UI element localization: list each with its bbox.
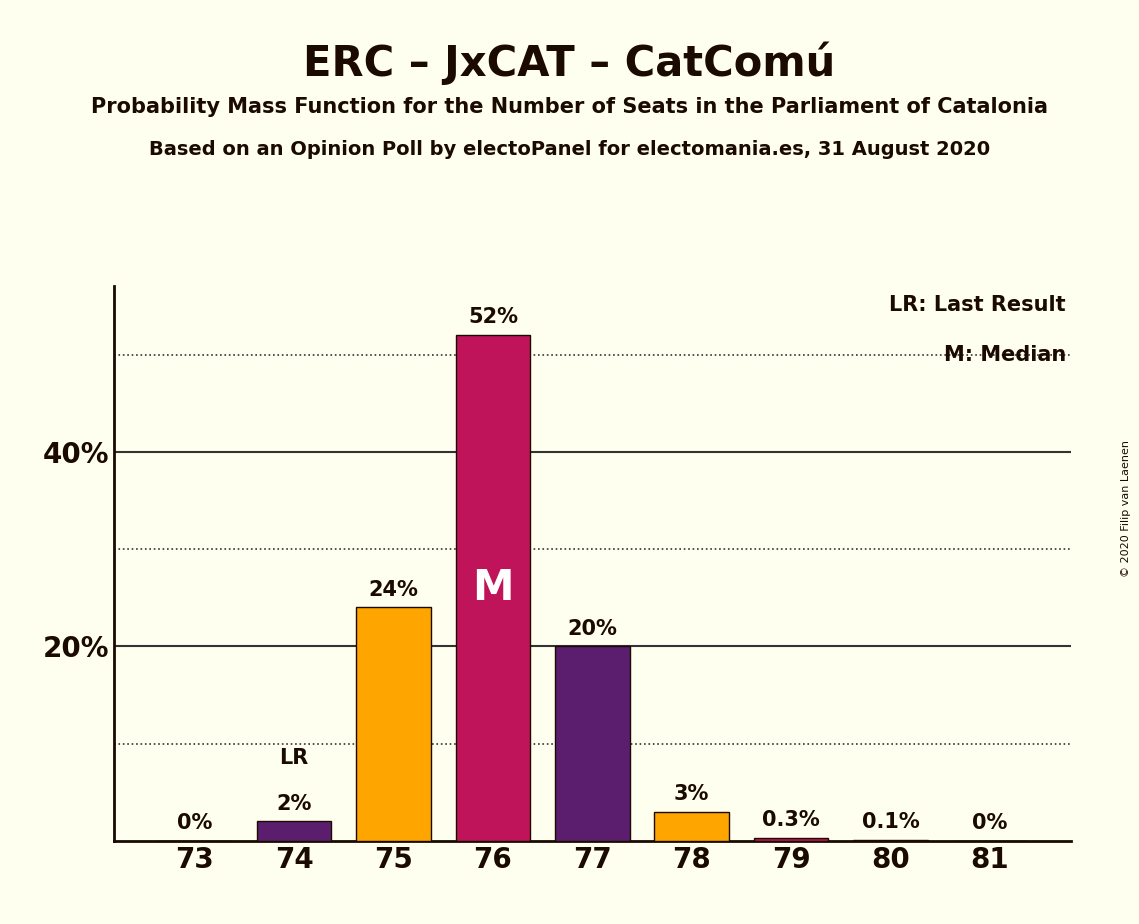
Text: LR: Last Result: LR: Last Result xyxy=(890,295,1066,315)
Text: 0%: 0% xyxy=(177,813,212,833)
Bar xyxy=(555,646,630,841)
Bar xyxy=(754,838,828,841)
Bar xyxy=(853,840,928,841)
Text: 0.1%: 0.1% xyxy=(861,812,919,833)
Text: 0%: 0% xyxy=(973,813,1008,833)
Bar xyxy=(357,607,431,841)
Text: 3%: 3% xyxy=(674,784,710,804)
Text: 2%: 2% xyxy=(277,794,312,814)
Text: 24%: 24% xyxy=(369,579,418,600)
Text: © 2020 Filip van Laenen: © 2020 Filip van Laenen xyxy=(1121,440,1131,577)
Text: Probability Mass Function for the Number of Seats in the Parliament of Catalonia: Probability Mass Function for the Number… xyxy=(91,97,1048,117)
Bar xyxy=(655,811,729,841)
Text: Based on an Opinion Poll by electoPanel for electomania.es, 31 August 2020: Based on an Opinion Poll by electoPanel … xyxy=(149,140,990,160)
Text: ERC – JxCAT – CatComú: ERC – JxCAT – CatComú xyxy=(303,42,836,85)
Text: LR: LR xyxy=(279,748,309,768)
Text: M: M xyxy=(473,567,514,609)
Bar xyxy=(256,821,331,841)
Text: 0.3%: 0.3% xyxy=(762,810,820,830)
Text: 52%: 52% xyxy=(468,308,518,327)
Bar xyxy=(456,335,530,841)
Text: M: Median: M: Median xyxy=(943,345,1066,365)
Text: 20%: 20% xyxy=(567,618,617,638)
